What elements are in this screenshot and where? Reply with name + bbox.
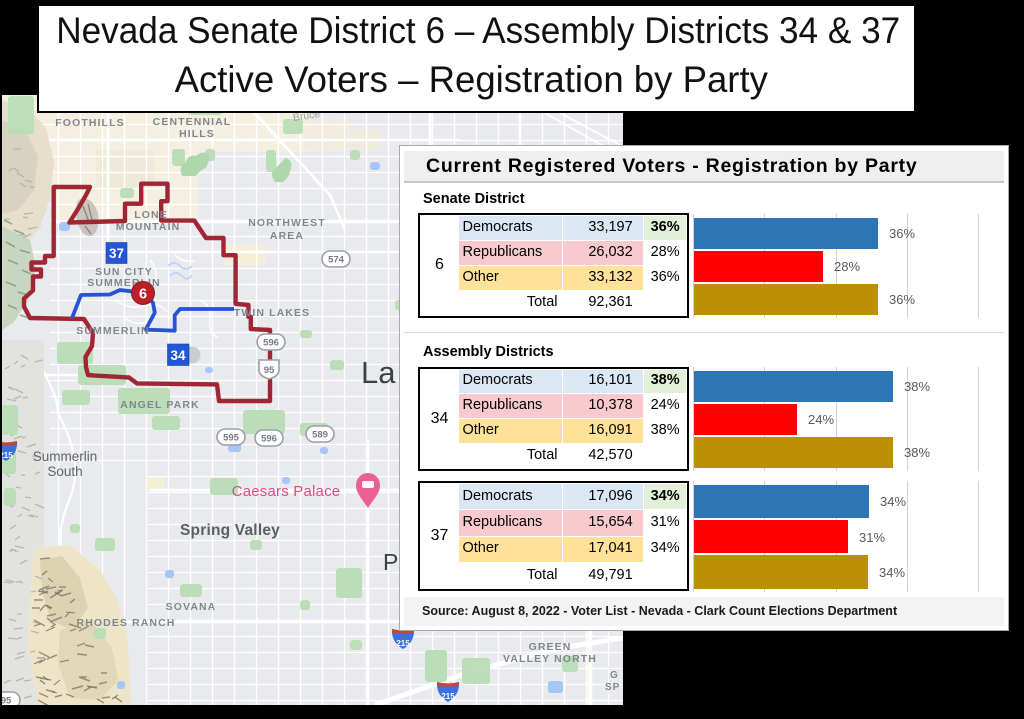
svg-text:6: 6 — [139, 287, 147, 303]
svg-text:589: 589 — [312, 430, 328, 441]
svg-text:FOOTHILLS: FOOTHILLS — [55, 117, 124, 129]
svg-text:LONE: LONE — [134, 209, 168, 221]
svg-text:37: 37 — [109, 246, 124, 261]
svg-text:Summerlin: Summerlin — [33, 449, 98, 464]
svg-text:GREEN: GREEN — [529, 641, 572, 653]
svg-text:215: 215 — [441, 692, 455, 701]
svg-text:215: 215 — [396, 639, 410, 648]
svg-text:TWIN LAKES: TWIN LAKES — [234, 307, 310, 319]
svg-text:SP: SP — [605, 682, 620, 693]
svg-text:SOVANA: SOVANA — [166, 601, 217, 613]
svg-text:NORTHWEST: NORTHWEST — [248, 217, 326, 229]
svg-text:AREA: AREA — [270, 230, 304, 242]
svg-text:34: 34 — [170, 348, 186, 363]
svg-text:CENTENNIAL: CENTENNIAL — [153, 116, 232, 128]
svg-text:595: 595 — [223, 433, 240, 444]
svg-text:South: South — [47, 464, 82, 479]
svg-text:215: 215 — [2, 451, 13, 460]
svg-text:P: P — [383, 549, 398, 575]
svg-text:RHODES RANCH: RHODES RANCH — [77, 617, 176, 629]
svg-text:MOUNTAIN: MOUNTAIN — [116, 221, 181, 233]
svg-text:596: 596 — [263, 338, 279, 349]
svg-text:95: 95 — [264, 365, 275, 376]
svg-text:La: La — [361, 355, 396, 390]
svg-text:G: G — [610, 670, 619, 681]
svg-text:574: 574 — [328, 255, 345, 266]
svg-text:SUN CITY: SUN CITY — [95, 266, 153, 278]
svg-text:ANGEL PARK: ANGEL PARK — [120, 399, 199, 411]
svg-text:SUMMERLIN: SUMMERLIN — [76, 325, 149, 337]
svg-text:95: 95 — [2, 696, 12, 705]
svg-text:HILLS: HILLS — [179, 128, 215, 140]
svg-text:VALLEY NORTH: VALLEY NORTH — [503, 653, 597, 665]
svg-text:Spring Valley: Spring Valley — [180, 522, 280, 539]
svg-text:596: 596 — [261, 434, 277, 445]
svg-text:Caesars Palace: Caesars Palace — [232, 483, 341, 500]
